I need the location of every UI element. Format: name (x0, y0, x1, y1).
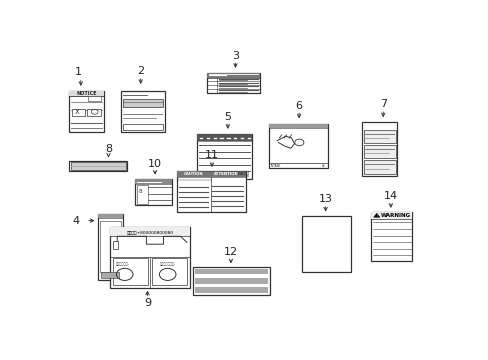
Bar (195, 287, 267, 293)
Bar (151, 258, 186, 285)
Bar (110, 227, 189, 236)
Text: ｲﾝﾌﾟｯﾄ-: ｲﾝﾌﾟｯﾄ- (115, 263, 129, 267)
Text: INTAKE: INTAKE (270, 164, 281, 168)
Bar (363, 160, 395, 174)
Text: 1: 1 (75, 67, 81, 77)
Text: 4: 4 (73, 216, 80, 226)
Text: ｱｳﾄﾌﾟｯﾄ-: ｱｳﾄﾌﾟｯﾄ- (159, 263, 175, 267)
Text: 13: 13 (318, 194, 332, 204)
Text: WARNING: WARNING (380, 213, 410, 219)
Text: 8: 8 (105, 144, 112, 153)
Bar (193, 267, 269, 295)
Bar (100, 221, 121, 272)
Text: ATTENTION: ATTENTION (214, 172, 238, 176)
Bar (195, 278, 267, 284)
Text: 3: 3 (231, 51, 239, 61)
Bar (122, 124, 163, 130)
Text: 8: 8 (139, 189, 142, 194)
Bar (97, 214, 123, 218)
Text: 5: 5 (224, 112, 231, 122)
Bar (110, 227, 189, 288)
Bar (87, 109, 101, 116)
Bar (176, 171, 245, 177)
Bar (122, 99, 163, 107)
Text: !: ! (375, 214, 377, 218)
Bar (370, 212, 411, 220)
Bar (196, 134, 251, 141)
Polygon shape (373, 213, 379, 217)
Bar (69, 91, 103, 132)
Text: CATALYST: CATALYST (236, 172, 250, 176)
Text: 7: 7 (379, 99, 386, 109)
Bar (176, 171, 245, 212)
Bar (362, 122, 396, 176)
Bar (113, 258, 148, 285)
Bar (136, 185, 147, 204)
Text: CAUTION: CAUTION (183, 172, 203, 176)
Bar (195, 269, 267, 274)
Bar (135, 179, 172, 205)
Bar (363, 130, 395, 143)
Text: 10: 10 (148, 159, 162, 169)
Bar (88, 96, 101, 101)
Text: X: X (75, 109, 79, 115)
Bar (97, 214, 123, 280)
Bar (302, 216, 350, 272)
Bar (69, 161, 127, 171)
Text: 14: 14 (383, 191, 397, 201)
Bar (121, 91, 164, 132)
Text: 12: 12 (224, 247, 238, 257)
Bar (69, 91, 103, 96)
Bar (101, 273, 119, 278)
Bar (268, 123, 327, 168)
Bar (70, 162, 126, 170)
Text: 2: 2 (137, 66, 144, 76)
Bar (206, 73, 260, 93)
Text: 11: 11 (204, 150, 219, 161)
Text: 9: 9 (143, 298, 151, 308)
Bar (112, 241, 118, 249)
Bar (363, 145, 395, 158)
Bar (206, 73, 260, 77)
Text: ブレーキ+800000800080: ブレーキ+800000800080 (126, 230, 173, 234)
Text: NOTICE: NOTICE (76, 91, 97, 96)
Text: LS: LS (322, 164, 325, 168)
Text: 6: 6 (295, 100, 302, 111)
Bar (72, 109, 85, 116)
Text: BU: BU (245, 174, 250, 178)
Bar (268, 123, 327, 128)
Bar (135, 179, 172, 184)
Bar (370, 212, 411, 261)
Bar (196, 134, 251, 179)
